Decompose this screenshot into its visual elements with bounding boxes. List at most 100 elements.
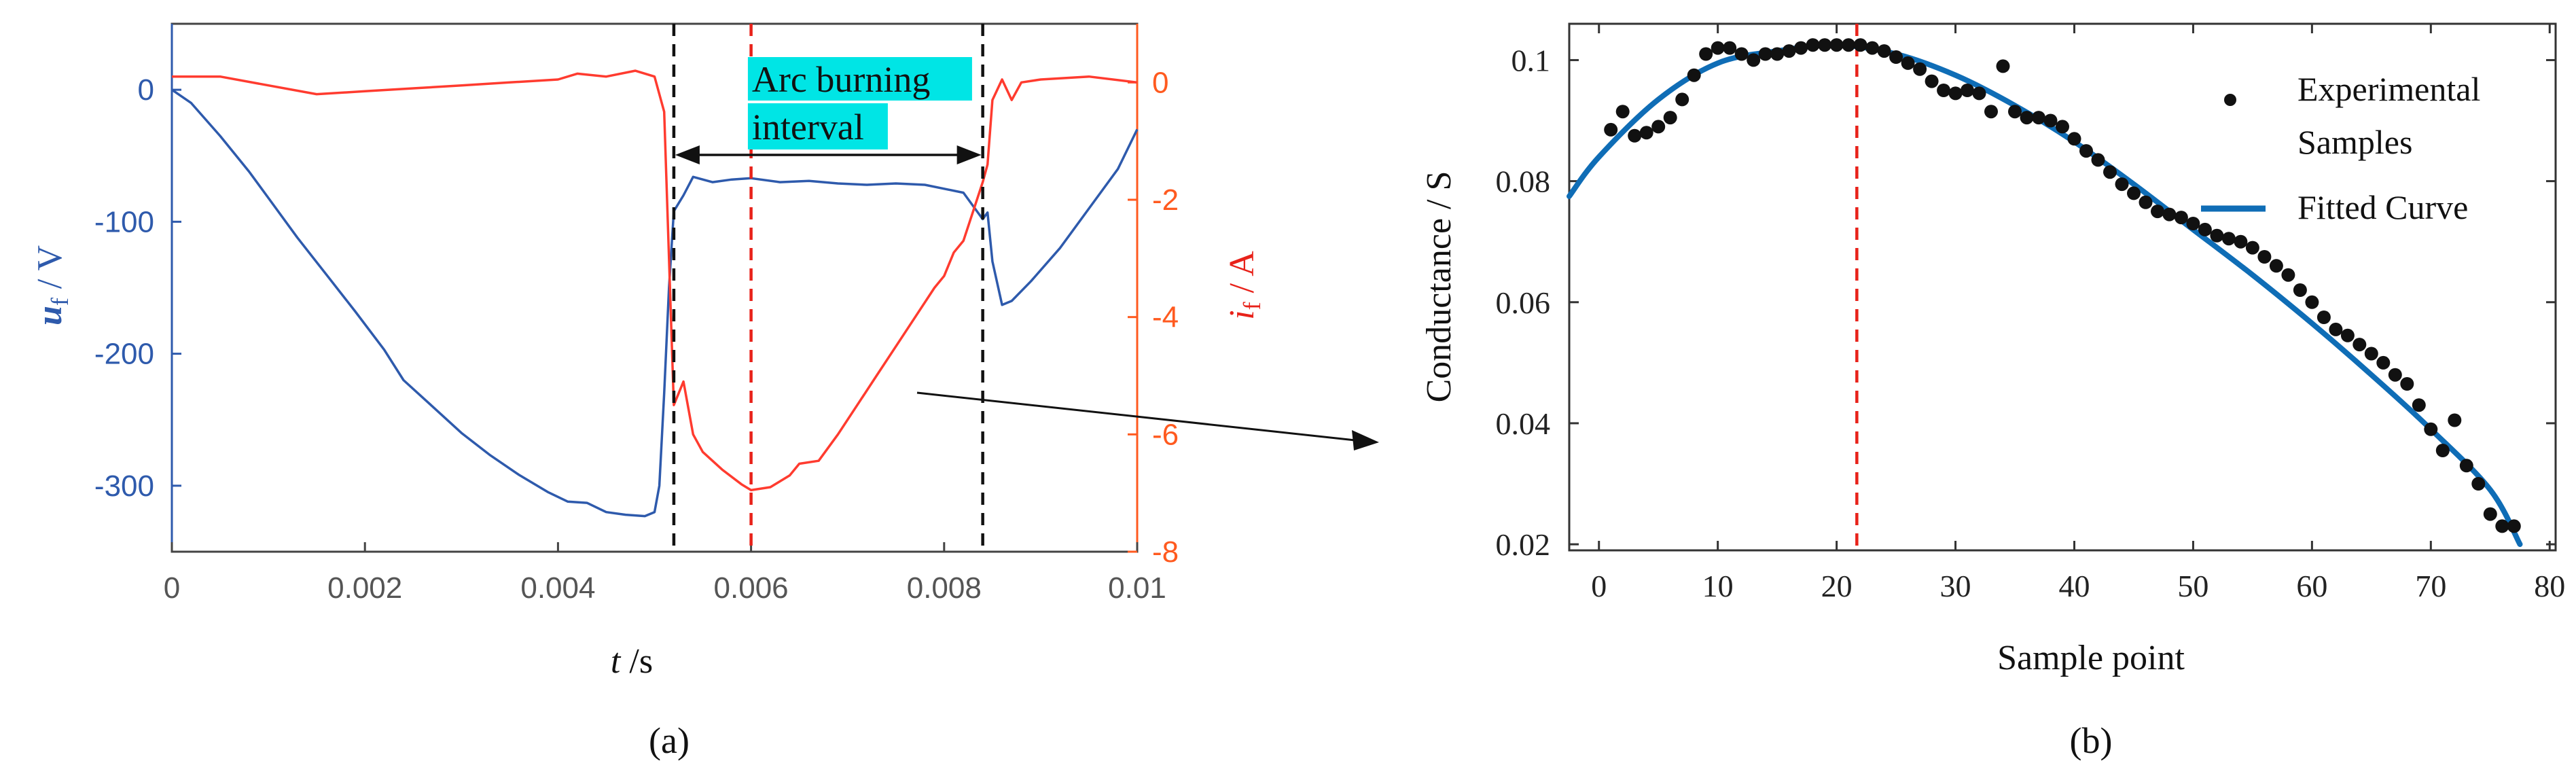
experimental-sample-point [1984,105,1998,119]
panel-b-x-tick-label: 40 [2058,569,2090,603]
panel-b-x-tick-label: 50 [2177,569,2208,603]
experimental-sample-point [2079,144,2093,158]
experimental-sample-point [2186,217,2200,230]
panel-b-x-label: Sample point [1997,639,2185,677]
experimental-sample-point [2435,444,2450,457]
experimental-sample-point [2459,459,2473,473]
experimental-sample-point [2091,153,2105,167]
experimental-sample-point [1734,47,1749,61]
experimental-sample-point [2376,355,2391,370]
experimental-sample-point [2269,259,2283,273]
panel-b-y-label: Conductance / S [1420,171,1459,403]
experimental-sample-point [1806,38,1820,52]
experimental-sample-point [1877,44,1891,58]
panel-a-left-y-label: uf / V [31,245,73,325]
right-y-label-subscript: f [1238,302,1266,310]
experimental-sample-point [2174,211,2188,225]
experimental-sample-point [2221,232,2236,246]
arc-burning-highlight-1 [747,57,972,101]
panel-b-legend: Experimental Samples Fitted Curve [2201,70,2480,226]
left-y-label-subscript: f [46,298,73,306]
panel-a-x-label: t /s [611,642,653,681]
experimental-sample-point [2305,295,2319,309]
arc-burning-double-arrow [675,145,982,164]
panel-a-x-tick-label: 0.002 [327,571,402,605]
panel-a-x-tick-label: 0.01 [1108,571,1166,605]
link-arrow-shaft [916,391,1356,442]
experimental-sample-point [2162,207,2177,221]
experimental-sample-point [2151,205,2164,219]
experimental-sample-point [2412,398,2426,412]
experimental-sample-point [2198,222,2212,236]
x-label-symbol: t [611,642,622,681]
panel-b-x-ticks: 0 10 20 30 40 50 60 70 80 [1591,24,2565,603]
legend-samples-line1: Experimental [2297,70,2480,108]
experimental-sample-point [1948,86,1963,101]
panel-b-y-tick-label: 0.06 [1496,285,1551,320]
experimental-sample-point [2281,268,2295,282]
experimental-sample-point [1961,84,1974,97]
experimental-sample-point [1747,53,1761,67]
voltage-series-line [171,88,1139,518]
panel-a-left-y-ticks: 0 -100 -200 -300 [94,73,181,503]
current-series-line [172,69,1138,492]
experimental-sample-point [2008,105,2022,119]
experimental-sample-point [1842,38,1856,52]
experimental-sample-point [2127,186,2141,200]
panel-a-left-tick-label: -200 [94,338,154,371]
panel-b: 0 10 20 30 40 50 60 70 80 0.1 0.08 0.06 0.04 0.02 Ex… [1420,22,2565,761]
panel-a-marker-lines [672,24,984,552]
right-y-label-unit: / A [1223,251,1262,302]
experimental-sample-point [1913,62,1927,76]
experimental-sample-point [1711,41,1725,55]
panel-a-caption: (a) [649,720,690,761]
experimental-sample-point [2115,177,2129,192]
panel-a-x-tick-label: 0.004 [520,571,595,605]
panel-b-x-tick-label: 30 [1940,569,1971,603]
panel-b-x-tick-label: 60 [2296,569,2327,603]
experimental-sample-point [1723,41,1737,55]
experimental-sample-point [2329,322,2343,336]
panel-a-right-tick-label: -6 [1152,418,1179,451]
experimental-sample-point [2257,250,2272,264]
panel-a-left-tick-label: -100 [94,205,154,238]
panel-b-y-tick-label: 0.1 [1511,43,1551,77]
panel-b-x-tick-label: 80 [2534,569,2565,603]
experimental-sample-point [2507,519,2521,533]
experimental-sample-point [2067,132,2081,146]
panel-b-y-ticks: 0.1 0.08 0.06 0.04 0.02 [1496,43,2556,562]
experimental-sample-point [1615,105,1630,119]
experimental-sample-point [1782,44,1796,58]
experimental-sample-point [2388,368,2402,382]
double-arrow-right-head [956,145,982,164]
panel-a-right-tick-label: 0 [1152,66,1168,99]
experimental-sample-point [1770,47,1785,61]
experimental-sample-point [2483,507,2497,521]
experimental-sample-point [1996,59,2010,73]
experimental-sample-point [2210,228,2224,243]
panel-b-x-tick-label: 10 [1702,569,1734,603]
panel-b-y-tick-label: 0.02 [1496,527,1551,562]
experimental-sample-point [2448,413,2462,427]
experimental-sample-point [1639,126,1653,140]
experimental-sample-point [1758,47,1772,61]
panel-a-left-tick-label: 0 [138,73,154,107]
experimental-sample-point [2364,347,2378,361]
experimental-sample-point [1687,68,1701,82]
experimental-sample-point [1663,111,1677,125]
panel-a-left-tick-label: -300 [94,469,154,503]
experimental-sample-point [2056,120,2069,134]
experimental-sample-point [1901,56,1915,70]
panel-a-right-tick-label: -4 [1152,301,1179,334]
legend-fit-label: Fitted Curve [2297,188,2468,226]
experimental-sample-point [2043,113,2058,128]
experimental-sample-point [1651,120,1666,134]
experimental-sample-point [2103,165,2117,179]
panel-a: 0 0.002 0.004 0.006 0.008 0.01 0-100-200-300 … [31,22,1266,761]
experimental-sample-point [2234,234,2248,249]
panel-a-series [171,69,1139,518]
experimental-sample-point [2400,377,2414,391]
panel-a-x-tick-label: 0 [164,571,180,605]
experimental-sample-point [1865,41,1880,55]
